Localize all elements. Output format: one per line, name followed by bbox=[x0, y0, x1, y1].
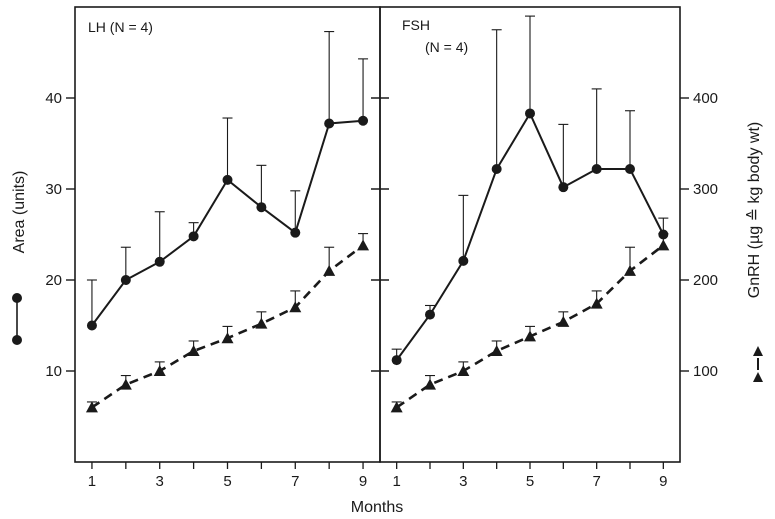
x-tick-label-p0-1: 3 bbox=[156, 473, 164, 490]
legend-dot-bottom bbox=[12, 335, 22, 345]
panel-title-lh: LH (N = 4) bbox=[88, 19, 153, 35]
panel-subtitle-fsh: (N = 4) bbox=[425, 39, 468, 55]
point-circle-p1-s0-0 bbox=[391, 355, 402, 366]
point-circle-p1-s0-1 bbox=[425, 309, 435, 320]
point-triangle-p0-s1-8 bbox=[357, 239, 370, 251]
point-circle-p1-s0-6 bbox=[591, 163, 602, 174]
point-circle-p0-s0-4 bbox=[222, 174, 233, 185]
point-circle-p1-s0-2 bbox=[458, 255, 469, 266]
y-axis-label-left: Area (units) bbox=[11, 171, 28, 254]
point-triangle-p0-s1-2 bbox=[153, 365, 166, 376]
y-axis-label-right: GnRH (µg ≙ kg body wt) bbox=[746, 122, 763, 298]
x-tick-label-p1-2: 5 bbox=[526, 473, 534, 490]
y-tick-label-right-3: 400 bbox=[693, 90, 718, 107]
point-circle-p0-s0-7 bbox=[324, 118, 335, 129]
y-tick-label-right-2: 300 bbox=[693, 181, 718, 198]
point-circle-p0-s0-6 bbox=[290, 227, 301, 238]
point-triangle-p1-s1-3 bbox=[490, 344, 503, 356]
point-circle-p1-s0-7 bbox=[625, 163, 635, 174]
y-tick-label-right-1: 200 bbox=[693, 272, 718, 289]
point-triangle-p0-s1-1 bbox=[119, 378, 132, 390]
panel-frame-lh bbox=[74, 6, 381, 463]
point-triangle-p1-s1-0 bbox=[390, 401, 403, 413]
point-triangle-p0-s1-3 bbox=[187, 344, 200, 356]
point-triangle-p1-s1-1 bbox=[424, 378, 436, 390]
point-circle-p0-s0-2 bbox=[154, 256, 165, 267]
point-circle-p0-s0-1 bbox=[120, 275, 131, 285]
point-triangle-p1-s1-2 bbox=[457, 365, 470, 376]
point-triangle-p1-s1-4 bbox=[524, 330, 536, 342]
y-tick-label-left-2: 30 bbox=[45, 181, 62, 198]
point-triangle-p0-s1-4 bbox=[221, 332, 234, 344]
point-triangle-p0-s1-0 bbox=[85, 401, 98, 413]
x-tick-label-p1-4: 9 bbox=[659, 473, 667, 490]
point-circle-p1-s0-3 bbox=[491, 163, 502, 174]
x-axis-label: Months bbox=[351, 499, 403, 516]
point-triangle-p0-s1-5 bbox=[255, 317, 268, 329]
x-tick-label-p0-0: 1 bbox=[88, 473, 96, 490]
x-tick-label-p1-3: 7 bbox=[592, 473, 600, 490]
point-circle-p1-s0-4 bbox=[525, 108, 535, 119]
point-triangle-p1-s1-8 bbox=[657, 239, 670, 251]
point-circle-p0-s0-5 bbox=[256, 202, 267, 213]
legend-marker-right bbox=[753, 346, 763, 382]
x-tick-label-p0-2: 5 bbox=[223, 473, 231, 490]
x-tick-label-p0-4: 9 bbox=[359, 473, 367, 490]
legend-marker-left bbox=[12, 293, 22, 345]
legend-triangle-bottom bbox=[753, 372, 763, 382]
point-triangle-p1-s1-6 bbox=[590, 297, 603, 309]
point-circle-p0-s0-8 bbox=[358, 115, 369, 126]
x-tick-label-p1-1: 3 bbox=[459, 473, 467, 490]
y-tick-label-left-3: 40 bbox=[45, 90, 62, 107]
y-tick-label-left-1: 20 bbox=[45, 272, 62, 289]
point-triangle-p0-s1-7 bbox=[323, 264, 336, 276]
point-triangle-p1-s1-7 bbox=[624, 264, 636, 276]
panel-title-fsh: FSH bbox=[402, 17, 430, 33]
point-circle-p0-s0-0 bbox=[86, 320, 97, 331]
y-tick-label-right-0: 100 bbox=[693, 363, 718, 380]
data-marks bbox=[85, 15, 670, 413]
x-tick-label-p0-3: 7 bbox=[291, 473, 299, 490]
point-triangle-p1-s1-5 bbox=[557, 315, 570, 327]
x-tick-label-p1-0: 1 bbox=[392, 473, 400, 490]
point-triangle-p0-s1-6 bbox=[289, 301, 302, 313]
series-line-p1-s0 bbox=[395, 111, 665, 361]
y-tick-label-left-0: 10 bbox=[45, 363, 62, 380]
point-circle-p0-s0-3 bbox=[188, 231, 199, 242]
axis-ticks: 10 20 30 40 100 200 300 400 1 3 5 7 9 1 3 5 7 9 bbox=[45, 90, 718, 490]
legend-triangle-top bbox=[753, 346, 763, 356]
point-circle-p1-s0-5 bbox=[558, 182, 569, 193]
